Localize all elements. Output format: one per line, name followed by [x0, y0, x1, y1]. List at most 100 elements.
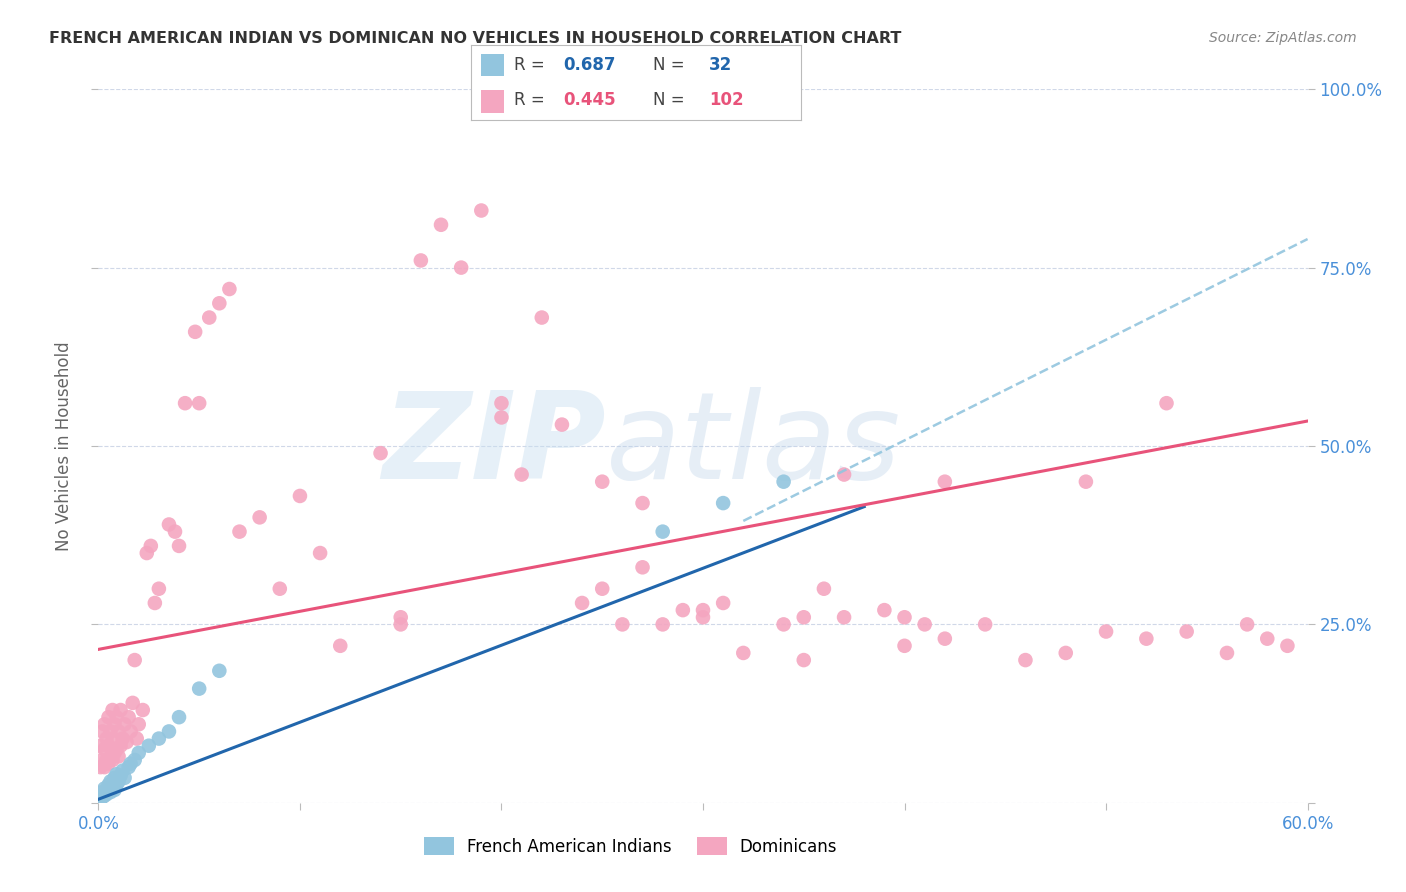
Point [1135, 632, 1157, 646]
Point [101, 780, 124, 794]
Point [249, 510, 271, 524]
Point [97, 756, 120, 771]
Point [110, 739, 132, 753]
Text: ZIP: ZIP [382, 387, 606, 505]
Point [1277, 639, 1299, 653]
Text: FRENCH AMERICAN INDIAN VS DOMINICAN NO VEHICLES IN HOUSEHOLD CORRELATION CHART: FRENCH AMERICAN INDIAN VS DOMINICAN NO V… [49, 31, 901, 46]
Point [832, 610, 855, 624]
Point [118, 710, 141, 724]
Point [93, 760, 115, 774]
Point [591, 582, 613, 596]
Point [491, 410, 513, 425]
Point [370, 446, 392, 460]
Text: 0.445: 0.445 [564, 91, 616, 109]
Point [672, 603, 695, 617]
Point [631, 496, 654, 510]
Point [813, 582, 835, 596]
Point [208, 664, 231, 678]
Text: N =: N = [652, 56, 689, 74]
Point [138, 739, 160, 753]
Point [772, 617, 794, 632]
Point [100, 785, 122, 799]
Point [1236, 617, 1258, 632]
Point [89, 792, 111, 806]
Point [107, 724, 129, 739]
Point [1216, 646, 1239, 660]
Point [103, 771, 125, 785]
Point [93, 717, 115, 731]
Point [157, 724, 180, 739]
Point [1156, 396, 1178, 410]
Point [873, 603, 896, 617]
Text: R =: R = [515, 91, 550, 109]
Point [470, 203, 492, 218]
Point [120, 756, 142, 771]
Point [105, 710, 128, 724]
Point [711, 496, 734, 510]
Point [91, 785, 114, 799]
Point [772, 475, 794, 489]
Point [893, 610, 915, 624]
Point [100, 724, 122, 739]
Point [101, 753, 124, 767]
Point [491, 396, 513, 410]
Point [450, 260, 472, 275]
Point [105, 742, 128, 756]
Point [139, 539, 162, 553]
Point [1014, 653, 1036, 667]
Y-axis label: No Vehicles in Household: No Vehicles in Household [55, 341, 73, 551]
Point [793, 653, 815, 667]
Bar [481, 54, 505, 77]
Point [103, 783, 125, 797]
Text: 32: 32 [709, 56, 733, 74]
Point [1095, 624, 1118, 639]
Point [124, 653, 146, 667]
Point [101, 731, 124, 746]
Point [121, 696, 143, 710]
Text: 102: 102 [709, 91, 744, 109]
Point [510, 467, 533, 482]
Point [631, 560, 654, 574]
Point [711, 596, 734, 610]
Point [107, 749, 129, 764]
Point [309, 546, 332, 560]
Point [934, 475, 956, 489]
Point [228, 524, 250, 539]
Point [198, 310, 221, 325]
Text: Source: ZipAtlas.com: Source: ZipAtlas.com [1209, 31, 1357, 45]
Point [97, 710, 120, 724]
Point [103, 717, 125, 731]
Point [692, 603, 714, 617]
Point [124, 753, 146, 767]
Point [114, 771, 136, 785]
Point [329, 639, 352, 653]
Point [188, 396, 211, 410]
Point [612, 617, 634, 632]
Point [269, 582, 291, 596]
Point [93, 789, 115, 803]
Point [91, 790, 114, 805]
Point [100, 774, 122, 789]
Point [893, 639, 915, 653]
Point [100, 749, 122, 764]
Text: N =: N = [652, 91, 689, 109]
Point [132, 703, 155, 717]
Legend: French American Indians, Dominicans: French American Indians, Dominicans [418, 830, 844, 863]
Point [114, 717, 136, 731]
Point [107, 774, 129, 789]
Point [105, 767, 128, 781]
Point [105, 778, 128, 792]
Point [163, 524, 186, 539]
Point [125, 731, 148, 746]
Bar [481, 90, 505, 112]
Point [89, 760, 111, 774]
Point [91, 724, 114, 739]
Point [96, 753, 118, 767]
Text: atlas: atlas [606, 387, 901, 505]
Point [430, 218, 453, 232]
Point [692, 610, 714, 624]
Point [914, 617, 936, 632]
Point [1054, 646, 1077, 660]
Point [733, 646, 755, 660]
Point [288, 489, 311, 503]
